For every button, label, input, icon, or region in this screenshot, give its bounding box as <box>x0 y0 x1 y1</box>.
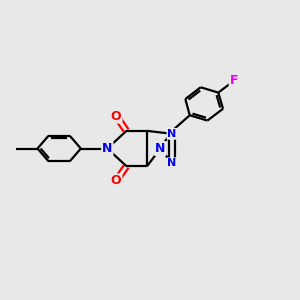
Text: O: O <box>111 174 122 188</box>
Text: N: N <box>167 158 177 168</box>
Text: N: N <box>102 142 112 155</box>
Text: N: N <box>167 129 177 139</box>
Text: F: F <box>230 74 238 87</box>
Text: O: O <box>111 110 122 123</box>
Text: N: N <box>155 142 166 155</box>
